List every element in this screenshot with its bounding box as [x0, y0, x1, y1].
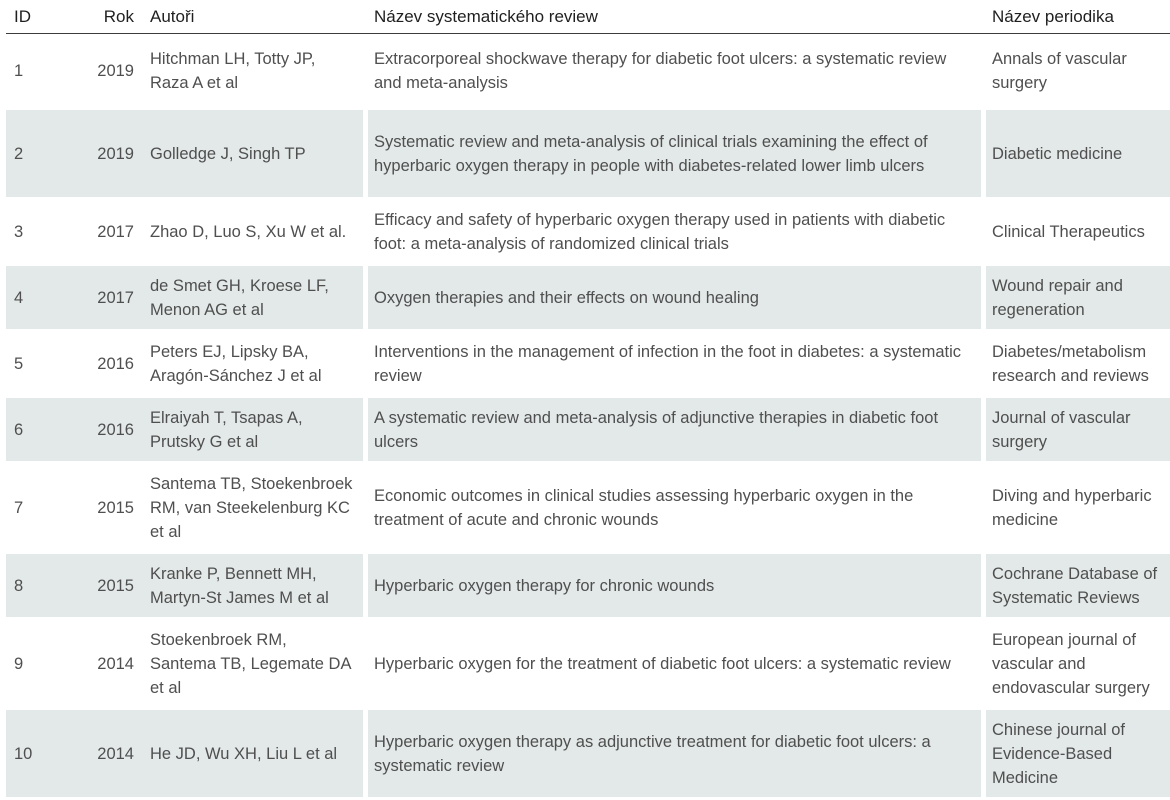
header-year: Rok — [68, 0, 144, 34]
table-row: 8 2015 Kranke P, Bennett MH, Martyn-St J… — [6, 551, 1170, 617]
cell-year: 2014 — [68, 707, 144, 797]
cell-year: 2014 — [68, 617, 144, 707]
table-row: 1 2019 Hitchman LH, Totty JP, Raza A et … — [6, 34, 1170, 107]
cell-title: Interventions in the management of infec… — [368, 329, 986, 395]
cell-authors: Peters EJ, Lipsky BA, Aragón-Sánchez J e… — [144, 329, 368, 395]
cell-id: 9 — [6, 617, 68, 707]
header-id: ID — [6, 0, 68, 34]
cell-journal: Chinese journal of Evidence-Based Medici… — [986, 707, 1170, 797]
systematic-reviews-table: ID Rok Autoři Název systematického revie… — [6, 0, 1170, 797]
cell-journal: Diabetic medicine — [986, 107, 1170, 197]
header-row: ID Rok Autoři Název systematického revie… — [6, 0, 1170, 34]
cell-year: 2017 — [68, 197, 144, 263]
cell-authors: Hitchman LH, Totty JP, Raza A et al — [144, 34, 368, 107]
table-row: 5 2016 Peters EJ, Lipsky BA, Aragón-Sánc… — [6, 329, 1170, 395]
cell-id: 10 — [6, 707, 68, 797]
cell-title: Efficacy and safety of hyperbaric oxygen… — [368, 197, 986, 263]
cell-id: 3 — [6, 197, 68, 263]
cell-authors: Santema TB, Stoekenbroek RM, van Steekel… — [144, 461, 368, 551]
cell-authors: Zhao D, Luo S, Xu W et al. — [144, 197, 368, 263]
cell-title: Extracorporeal shockwave therapy for dia… — [368, 34, 986, 107]
table-row: 2 2019 Golledge J, Singh TP Systematic r… — [6, 107, 1170, 197]
header-journal: Název periodika — [986, 0, 1170, 34]
cell-title: Economic outcomes in clinical studies as… — [368, 461, 986, 551]
cell-authors: He JD, Wu XH, Liu L et al — [144, 707, 368, 797]
cell-journal: Cochrane Database of Systematic Reviews — [986, 551, 1170, 617]
cell-year: 2016 — [68, 329, 144, 395]
table-row: 3 2017 Zhao D, Luo S, Xu W et al. Effica… — [6, 197, 1170, 263]
header-authors: Autoři — [144, 0, 368, 34]
table-header: ID Rok Autoři Název systematického revie… — [6, 0, 1170, 34]
cell-journal: European journal of vascular and endovas… — [986, 617, 1170, 707]
table-row: 4 2017 de Smet GH, Kroese LF, Menon AG e… — [6, 263, 1170, 329]
cell-id: 5 — [6, 329, 68, 395]
cell-journal: Wound repair and regeneration — [986, 263, 1170, 329]
cell-title: Oxygen therapies and their effects on wo… — [368, 263, 986, 329]
cell-year: 2017 — [68, 263, 144, 329]
cell-journal: Clinical Therapeutics — [986, 197, 1170, 263]
cell-year: 2015 — [68, 551, 144, 617]
cell-authors: Stoekenbroek RM, Santema TB, Legemate DA… — [144, 617, 368, 707]
cell-year: 2019 — [68, 107, 144, 197]
cell-id: 7 — [6, 461, 68, 551]
cell-title: A systematic review and meta-analysis of… — [368, 395, 986, 461]
table-row: 9 2014 Stoekenbroek RM, Santema TB, Lege… — [6, 617, 1170, 707]
cell-year: 2019 — [97, 61, 134, 80]
cell-year: 2015 — [68, 461, 144, 551]
cell-id: 6 — [6, 395, 68, 461]
header-title: Název systematického review — [368, 0, 986, 34]
table-row: 10 2014 He JD, Wu XH, Liu L et al Hyperb… — [6, 707, 1170, 797]
table-row: 7 2015 Santema TB, Stoekenbroek RM, van … — [6, 461, 1170, 551]
cell-title: Hyperbaric oxygen for the treatment of d… — [368, 617, 986, 707]
cell-journal: Diabetes/metabolism research and reviews — [986, 329, 1170, 395]
cell-title: Hyperbaric oxygen therapy for chronic wo… — [368, 551, 986, 617]
cell-authors: Golledge J, Singh TP — [144, 107, 368, 197]
cell-authors: Elraiyah T, Tsapas A, Prutsky G et al — [144, 395, 368, 461]
table-row: 6 2016 Elraiyah T, Tsapas A, Prutsky G e… — [6, 395, 1170, 461]
table-body: 1 2019 Hitchman LH, Totty JP, Raza A et … — [6, 34, 1170, 797]
cell-id: 2 — [6, 107, 68, 197]
cell-id: 8 — [6, 551, 68, 617]
cell-journal: Annals of vascular surgery — [992, 49, 1127, 92]
cell-id: 1 — [14, 61, 24, 80]
cell-id: 4 — [6, 263, 68, 329]
cell-journal: Journal of vascular surgery — [986, 395, 1170, 461]
cell-title: Systematic review and meta-analysis of c… — [368, 107, 986, 197]
cell-title: Hyperbaric oxygen therapy as adjunctive … — [368, 707, 986, 797]
cell-authors: Kranke P, Bennett MH, Martyn-St James M … — [144, 551, 368, 617]
cell-journal: Diving and hyperbaric medicine — [986, 461, 1170, 551]
cell-year: 2016 — [68, 395, 144, 461]
cell-authors: de Smet GH, Kroese LF, Menon AG et al — [144, 263, 368, 329]
